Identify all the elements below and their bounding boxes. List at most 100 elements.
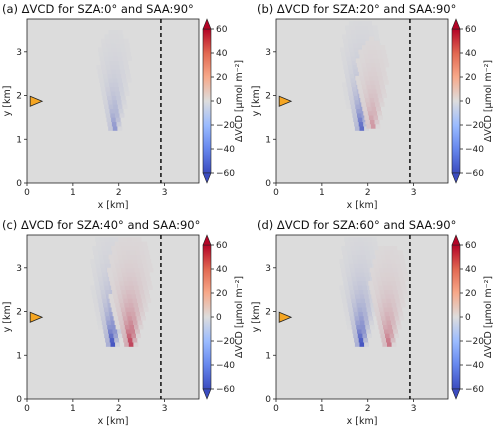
plume-cell-positive (398, 272, 404, 277)
plume-cell-negative (102, 250, 108, 255)
x-tick-label: 0 (24, 188, 30, 198)
plume-cell-positive (369, 75, 374, 81)
plume-cell-positive (148, 267, 154, 273)
plume-cell-negative (355, 104, 361, 109)
plume-cell-positive (400, 263, 406, 269)
plume-cell-positive (381, 337, 387, 343)
plume-cell-positive (377, 259, 382, 264)
x-tick-label: 0 (273, 188, 279, 198)
plume-cell-negative (120, 47, 126, 53)
plume-cell-negative (346, 272, 352, 277)
y-tick-label: 2 (265, 92, 271, 102)
plume-cell-positive (133, 342, 139, 347)
plume-cell-negative (120, 69, 126, 74)
colorbar-tick-label: −60 (216, 169, 235, 179)
colorbar (202, 244, 212, 390)
plume-cell-negative (101, 43, 107, 48)
plume-cell-positive (368, 54, 374, 59)
plume-cell-positive (388, 289, 394, 295)
colorbar-tick-label: −40 (465, 145, 484, 155)
plume-cell-negative (360, 272, 365, 277)
plume-cell-positive (367, 49, 373, 55)
plume-cell-positive (376, 106, 381, 112)
plume-cell-positive (375, 62, 381, 68)
plume-cell-positive (378, 307, 384, 312)
plume-cell-positive (392, 324, 397, 330)
plume-cell-negative (354, 25, 360, 31)
plume-cell-positive (125, 267, 131, 273)
plume-cell-positive (380, 333, 386, 339)
plume-cell-negative (106, 91, 112, 96)
plume-cell-positive (369, 97, 375, 103)
plume-cell-positive (387, 302, 392, 308)
plume-cell-negative (112, 78, 118, 83)
plume-cell-positive (361, 62, 367, 68)
plume-cell-positive (395, 280, 401, 286)
x-tick-label: 1 (319, 404, 325, 414)
plume-cell-positive (134, 324, 139, 330)
plume-cell-positive (133, 280, 138, 286)
plume-cell-negative (349, 95, 354, 101)
plume-cell-negative (97, 298, 103, 304)
plume-cell-positive (376, 298, 382, 304)
plume-cell-positive (369, 119, 375, 125)
colorbar-tick-label: 60 (465, 25, 477, 35)
plume-cell-negative (105, 38, 111, 44)
plume-cell-negative (346, 34, 352, 39)
plume-cell-positive (395, 320, 401, 325)
plume-cell-negative (356, 324, 362, 330)
plume-cell-positive (378, 285, 384, 290)
x-axis-label: x [km] (347, 416, 378, 427)
plume-cell-positive (397, 289, 403, 295)
plume-cell-positive (374, 58, 380, 64)
plume-cell-positive (129, 263, 134, 269)
plume-cell-positive (390, 259, 396, 264)
plume-cell-negative (347, 254, 353, 260)
plume-cell-positive (121, 250, 127, 255)
plume-cell-positive (132, 337, 138, 343)
plume-cell-negative (106, 298, 112, 304)
plume-cell-negative (342, 250, 347, 255)
plume-cell-positive (376, 67, 382, 72)
plume-cell-negative (114, 113, 120, 118)
plume-cell-negative (99, 259, 105, 264)
plume-cell-negative (96, 315, 102, 321)
plume-cell-positive (372, 259, 378, 264)
plume-cell-positive (119, 320, 125, 325)
plume-cell-negative (107, 99, 113, 105)
plume-cell-negative (101, 91, 107, 96)
colorbar-label: ΔVCD [μmol m⁻²] (483, 60, 494, 142)
plume-cell-negative (371, 307, 377, 312)
plume-cell-negative (115, 64, 120, 70)
plume-cell-positive (115, 324, 121, 330)
plume-cell-negative (341, 245, 347, 251)
plume-cell-positive (390, 315, 395, 321)
plume-cell-negative (104, 285, 110, 290)
plume-cell-negative (349, 73, 355, 79)
plume-cell-negative (104, 34, 110, 39)
plume-cell-negative (103, 99, 109, 105)
plume-cell-positive (135, 272, 141, 277)
plume-cell-negative (339, 285, 345, 290)
plume-cell-negative (95, 263, 101, 269)
plume-cell-positive (146, 298, 152, 304)
plume-cell-positive (130, 329, 136, 334)
plume-cell-negative (109, 34, 115, 39)
plume-cell-positive (364, 115, 370, 120)
plume-cell-positive (146, 259, 152, 264)
plume-cell-negative (125, 69, 130, 74)
plume-cell-negative (353, 69, 359, 74)
plume-cell-negative (368, 294, 374, 299)
plume-cell-positive (121, 272, 127, 277)
plume-cell-positive (119, 302, 125, 308)
plume-cell-negative (346, 250, 352, 255)
plume-cell-positive (365, 102, 371, 107)
plume-cell-negative (340, 267, 346, 273)
plume-cell-negative (351, 108, 357, 114)
plume-cell-positive (115, 245, 121, 251)
plume-cell-positive (397, 307, 403, 312)
plume-cell-positive (363, 71, 369, 77)
plume-cell-positive (135, 289, 140, 295)
plume-cell-positive (403, 294, 409, 299)
plume-cell-negative (94, 307, 100, 312)
